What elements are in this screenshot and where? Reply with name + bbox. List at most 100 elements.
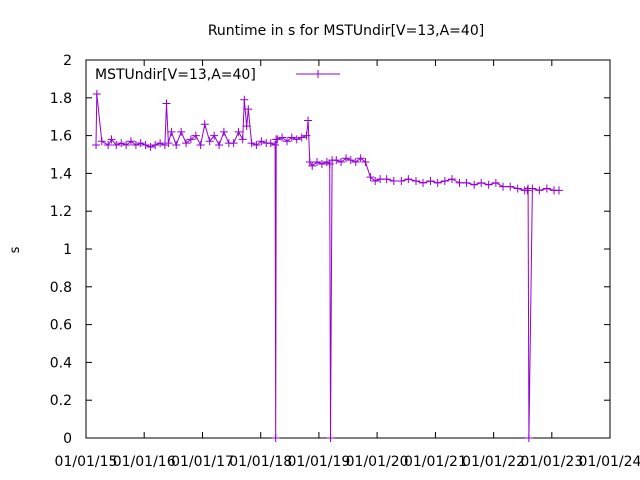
data-point: [448, 175, 457, 184]
data-point: [244, 105, 253, 114]
data-point: [271, 434, 280, 442]
y-tick-label: 1: [63, 242, 72, 258]
data-point: [238, 135, 247, 144]
data-point: [271, 141, 280, 150]
x-tick-label: 01/01/22: [462, 454, 525, 470]
data-point: [162, 99, 171, 108]
x-tick-label: 01/01/18: [229, 454, 292, 470]
y-tick-label: 1.6: [50, 129, 72, 145]
data-point: [97, 137, 106, 146]
data-point: [455, 178, 464, 187]
data-point: [219, 127, 228, 136]
data-point: [491, 178, 500, 187]
x-tick-label: 01/01/16: [113, 454, 176, 470]
y-tick-label: 0.4: [50, 355, 72, 371]
x-tick-label: 01/01/23: [520, 454, 583, 470]
x-tick-label: 01/01/17: [171, 454, 234, 470]
series-layer: [92, 90, 563, 442]
data-point: [542, 184, 551, 193]
data-point: [337, 158, 346, 167]
data-point: [242, 122, 251, 131]
data-point: [292, 135, 301, 144]
y-axis-ticks: 0 0.2 0.4 0.6 0.8 1 1.2 1.4 1.6 1.8 2: [50, 53, 610, 447]
data-point: [252, 141, 261, 150]
data-point: [92, 141, 101, 150]
y-axis-label: s: [8, 246, 23, 253]
x-tick-label: 01/01/15: [55, 454, 118, 470]
data-point: [177, 127, 186, 136]
data-point: [356, 154, 365, 163]
x-tick-label: 01/01/19: [287, 454, 350, 470]
data-point: [146, 142, 155, 151]
data-point: [104, 141, 113, 150]
data-point: [266, 139, 275, 148]
data-point: [229, 139, 238, 148]
data-point: [240, 95, 249, 104]
data-point: [312, 158, 321, 167]
x-tick-label: 01/01/20: [346, 454, 409, 470]
data-point: [462, 178, 471, 187]
y-tick-label: 2: [63, 53, 72, 69]
data-point: [528, 184, 537, 193]
data-point: [332, 156, 341, 165]
data-point: [499, 182, 508, 191]
data-point: [308, 161, 317, 170]
legend: MSTUndir[V=13,A=40]: [95, 67, 340, 83]
data-point: [513, 184, 522, 193]
x-tick-label: 01/01/21: [404, 454, 467, 470]
y-tick-label: 0.6: [50, 318, 72, 334]
data-point: [273, 135, 282, 144]
data-point: [397, 176, 406, 185]
chart-title: Runtime in s for MSTUndir[V=13,A=40]: [208, 23, 484, 39]
legend-marker: [314, 70, 322, 78]
data-point: [554, 186, 563, 195]
data-point: [371, 176, 380, 185]
data-point: [524, 434, 533, 442]
data-point: [283, 137, 292, 146]
data-point: [131, 141, 140, 150]
data-point: [112, 141, 121, 150]
data-point: [411, 176, 420, 185]
data-point: [117, 139, 126, 148]
data-point: [361, 158, 370, 167]
data-point: [167, 127, 176, 136]
data-point: [326, 434, 335, 442]
data-point: [126, 137, 135, 146]
data-point: [535, 186, 544, 195]
data-point: [164, 139, 173, 148]
data-point: [200, 120, 209, 129]
data-point: [122, 141, 131, 150]
data-point: [506, 182, 515, 191]
data-point: [172, 141, 181, 150]
data-point: [247, 139, 256, 148]
data-point: [191, 131, 200, 140]
data-point: [389, 176, 398, 185]
y-tick-label: 0.8: [50, 280, 72, 296]
data-point: [523, 186, 532, 195]
data-point: [160, 141, 169, 150]
data-point: [278, 133, 287, 142]
data-point: [342, 154, 351, 163]
data-point: [419, 178, 428, 187]
y-tick-label: 0.2: [50, 393, 72, 409]
data-point: [136, 139, 145, 148]
data-point: [141, 141, 150, 150]
data-point: [151, 141, 160, 150]
y-tick-label: 1.4: [50, 166, 72, 182]
y-tick-label: 1.2: [50, 204, 72, 220]
data-point: [302, 131, 311, 140]
y-tick-label: 1.8: [50, 91, 72, 107]
data-point: [317, 159, 326, 168]
data-point: [257, 137, 266, 146]
data-point: [215, 141, 224, 150]
data-point: [234, 127, 243, 136]
data-point: [182, 139, 191, 148]
data-point: [196, 141, 205, 150]
data-point: [205, 137, 214, 146]
data-point: [346, 156, 355, 165]
data-point: [426, 176, 435, 185]
data-point: [366, 173, 375, 182]
data-point: [107, 135, 116, 144]
